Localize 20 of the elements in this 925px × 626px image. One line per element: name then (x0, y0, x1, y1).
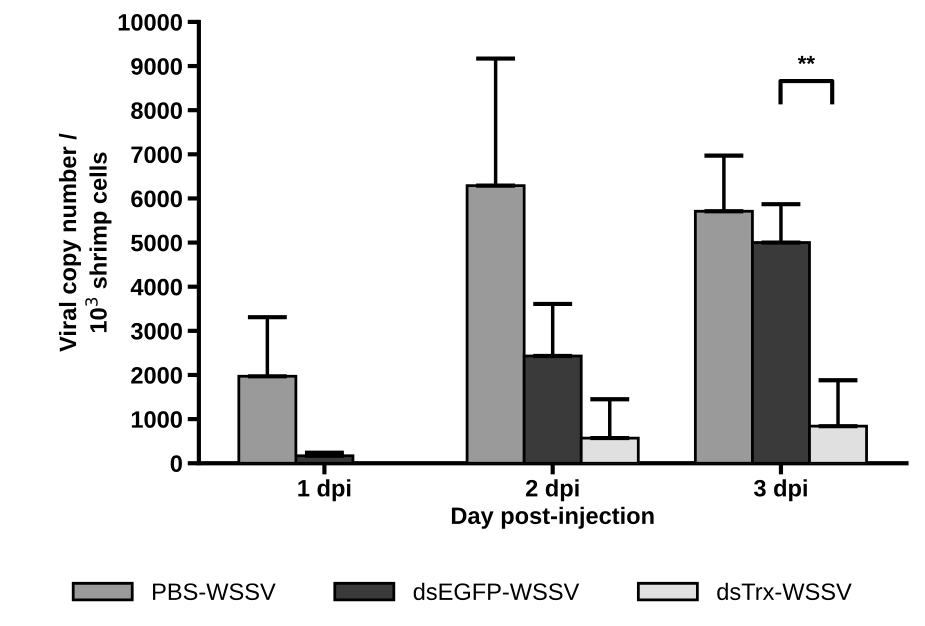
y-tick-label: 10000 (118, 14, 182, 31)
x-axis-title: Day post-injection (452, 506, 654, 529)
legend-label: dsTrx-WSSV (717, 582, 852, 600)
x-tick-label: 3 dpi (754, 479, 807, 502)
y-tick-label: 4000 (130, 278, 182, 296)
y-tick-label: 8000 (131, 102, 182, 119)
annotation: ** (798, 56, 815, 64)
y-tick-label: 9000 (131, 58, 182, 75)
y-tick-label: 5000 (131, 234, 182, 252)
y-tick-label: 2000 (131, 367, 182, 384)
y-tick-label: 0 (170, 455, 182, 472)
legend-label: dsEGFP-WSSV (414, 582, 580, 600)
x-tick-label: 1 dpi (298, 479, 350, 502)
x-tick-label: 2 dpi (526, 479, 579, 502)
y-axis-title: Viral copy number / 10$^{3}$ shrimp cells (58, 133, 112, 352)
y-tick-label: 1000 (132, 411, 182, 428)
y-tick-label: 3000 (130, 322, 182, 340)
y-tick-label: 6000 (131, 190, 182, 208)
y-tick-label: 7000 (131, 146, 182, 164)
legend-label: PBS-WSSV (153, 583, 276, 600)
